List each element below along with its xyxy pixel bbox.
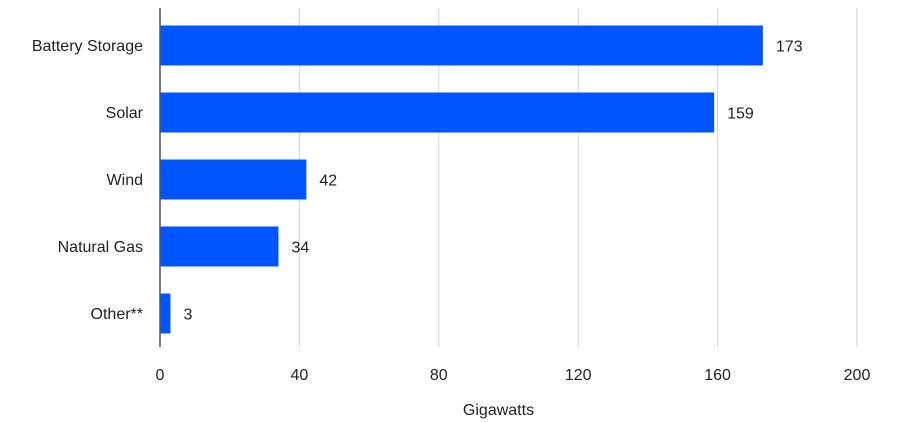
category-label: Wind xyxy=(107,172,143,189)
bar xyxy=(160,293,171,334)
category-label: Natural Gas xyxy=(58,239,143,256)
x-tick-label: 40 xyxy=(291,367,309,384)
x-tick-label: 160 xyxy=(704,367,731,384)
x-tick-label: 120 xyxy=(565,367,592,384)
bars xyxy=(160,25,763,334)
value-label: 173 xyxy=(776,39,803,56)
value-label: 42 xyxy=(319,173,337,190)
category-label: Other** xyxy=(91,306,143,323)
value-labels: 173 159 42 34 3 xyxy=(183,39,802,324)
category-label: Solar xyxy=(106,105,144,122)
x-tick-labels: 0 40 80 120 160 200 xyxy=(156,367,871,384)
bar xyxy=(160,159,307,200)
x-axis-title: Gigawatts xyxy=(463,402,534,419)
category-labels: Battery Storage Solar Wind Natural Gas Other… xyxy=(32,38,144,323)
bar xyxy=(160,25,763,66)
category-label: Battery Storage xyxy=(32,38,143,55)
bar xyxy=(160,92,715,133)
bar xyxy=(160,226,279,267)
value-label: 34 xyxy=(291,240,309,257)
x-tick-label: 200 xyxy=(844,367,871,384)
value-label: 3 xyxy=(183,307,192,324)
x-tick-label: 0 xyxy=(156,367,165,384)
value-label: 159 xyxy=(727,106,754,123)
x-tick-label: 80 xyxy=(430,367,448,384)
